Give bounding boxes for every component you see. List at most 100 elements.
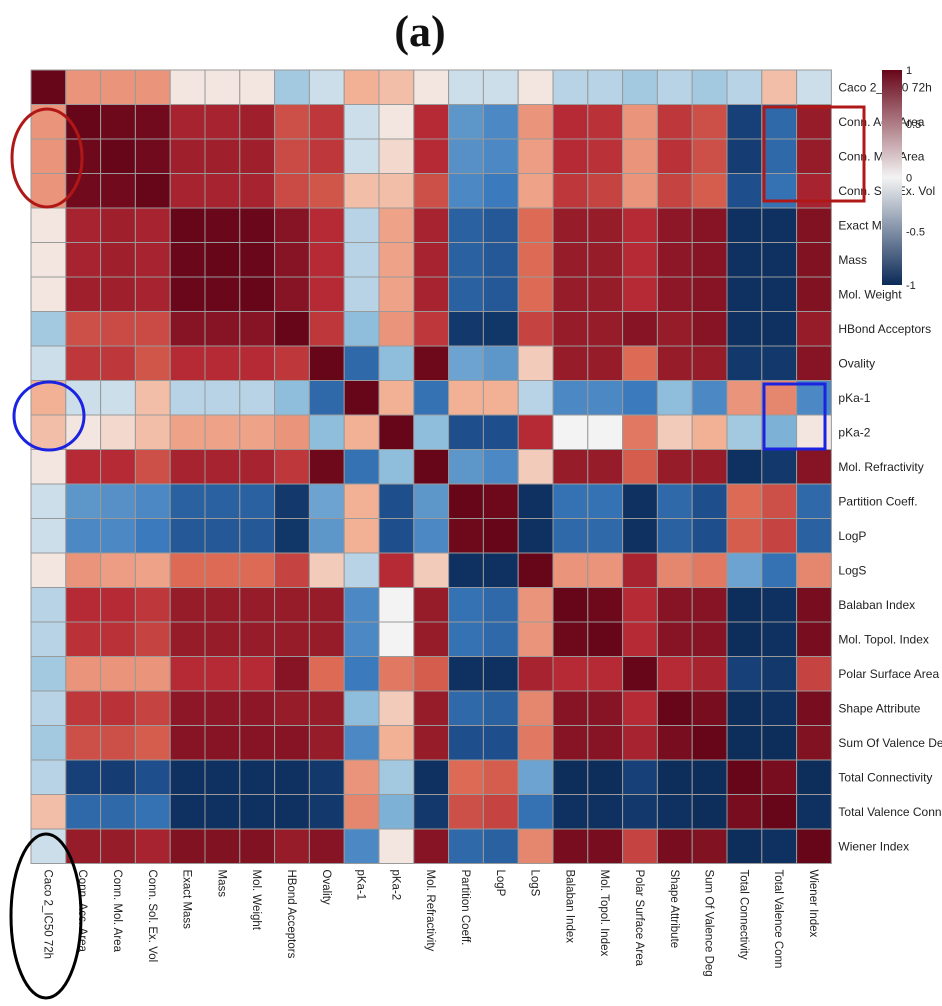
heatmap-cell (204, 276, 241, 312)
heatmap-cell (691, 449, 728, 485)
heatmap-cell (726, 69, 763, 105)
heatmap-cell (761, 414, 798, 450)
heatmap-cell (587, 690, 624, 726)
column-label: Mol. Topol. Index (598, 870, 610, 957)
heatmap-cell (30, 311, 67, 347)
heatmap-cell (204, 759, 241, 795)
heatmap-cell (204, 104, 241, 140)
heatmap-cell (204, 587, 241, 623)
heatmap-cell (274, 207, 310, 243)
heatmap-cell (100, 794, 136, 830)
heatmap-cell (308, 518, 345, 554)
heatmap-cell (622, 518, 658, 554)
heatmap-cell (308, 794, 345, 830)
heatmap-cell (552, 173, 589, 209)
heatmap-cell (761, 345, 798, 381)
heatmap-cell (169, 207, 206, 243)
heatmap-cell (482, 794, 519, 830)
heatmap-cell (482, 828, 519, 864)
heatmap-cell (100, 725, 136, 761)
heatmap-cell (552, 414, 589, 450)
heatmap-cell (169, 483, 206, 519)
heatmap-cell (691, 104, 728, 140)
heatmap-cell (482, 587, 519, 623)
heatmap-cell (482, 380, 519, 416)
heatmap-cell (274, 656, 310, 692)
heatmap-cell (204, 794, 241, 830)
heatmap-cell (204, 414, 241, 450)
heatmap-cell (239, 690, 276, 726)
row-label: Mol. Weight (838, 287, 902, 301)
heatmap-cell (100, 690, 136, 726)
heatmap-cell (517, 518, 554, 554)
column-label: pKa-2 (389, 870, 401, 901)
column-label: Wiener Index (807, 870, 819, 938)
heatmap-cell (30, 414, 67, 450)
heatmap-cell (726, 414, 763, 450)
heatmap-cell (239, 173, 276, 209)
heatmap-cell (622, 69, 658, 105)
heatmap-cell (761, 104, 798, 140)
heatmap-cell (796, 483, 832, 519)
heatmap-cell (100, 345, 136, 381)
heatmap-cell (587, 173, 624, 209)
heatmap-cell (378, 104, 415, 140)
heatmap-cell (448, 311, 484, 347)
heatmap-cell (100, 207, 136, 243)
heatmap-cell (308, 690, 345, 726)
heatmap-cell (482, 414, 519, 450)
heatmap-cell (622, 587, 658, 623)
colorbar-tick-label: 0.5 (906, 119, 921, 131)
heatmap-cell (691, 207, 728, 243)
heatmap-cell (204, 138, 241, 174)
heatmap-cell (65, 759, 102, 795)
heatmap-cell (517, 759, 554, 795)
heatmap-cell (134, 587, 171, 623)
heatmap-cell (726, 794, 763, 830)
heatmap-cell (169, 345, 206, 381)
column-label: pKa-1 (355, 870, 367, 901)
heatmap-cell (413, 621, 450, 657)
heatmap-cell (343, 759, 380, 795)
heatmap-cell (691, 725, 728, 761)
heatmap-cell (30, 725, 67, 761)
heatmap-cell (134, 173, 171, 209)
heatmap-cell (413, 552, 450, 588)
heatmap-cell (726, 552, 763, 588)
heatmap-cell (587, 552, 624, 588)
heatmap-cell (656, 138, 693, 174)
heatmap-cell (343, 242, 380, 278)
heatmap-cell (587, 311, 624, 347)
heatmap-cell (169, 242, 206, 278)
heatmap-cell (726, 621, 763, 657)
heatmap-cell (378, 311, 415, 347)
heatmap-cell (482, 173, 519, 209)
heatmap-cell (413, 449, 450, 485)
heatmap-cell (100, 449, 136, 485)
heatmap-cell (517, 69, 554, 105)
red-circle-annotation (10, 107, 84, 209)
heatmap-cell (65, 483, 102, 519)
heatmap-cell (761, 311, 798, 347)
heatmap-cell (134, 483, 171, 519)
heatmap-cell (413, 828, 450, 864)
heatmap-cell (204, 173, 241, 209)
heatmap-cell (204, 621, 241, 657)
heatmap-cell (204, 242, 241, 278)
row-label: Partition Coeff. (838, 494, 917, 508)
heatmap-cell (552, 311, 589, 347)
heatmap-cell (517, 380, 554, 416)
heatmap-cell (274, 483, 310, 519)
heatmap-cell (656, 345, 693, 381)
heatmap-cell (482, 311, 519, 347)
heatmap-cell (622, 552, 658, 588)
heatmap-cell (134, 621, 171, 657)
heatmap-cell (656, 104, 693, 140)
heatmap-cell (622, 173, 658, 209)
heatmap-cell (100, 828, 136, 864)
heatmap-cell (691, 311, 728, 347)
heatmap-cell (587, 242, 624, 278)
heatmap-cell (308, 345, 345, 381)
heatmap-cell (448, 345, 484, 381)
heatmap-cell (274, 414, 310, 450)
